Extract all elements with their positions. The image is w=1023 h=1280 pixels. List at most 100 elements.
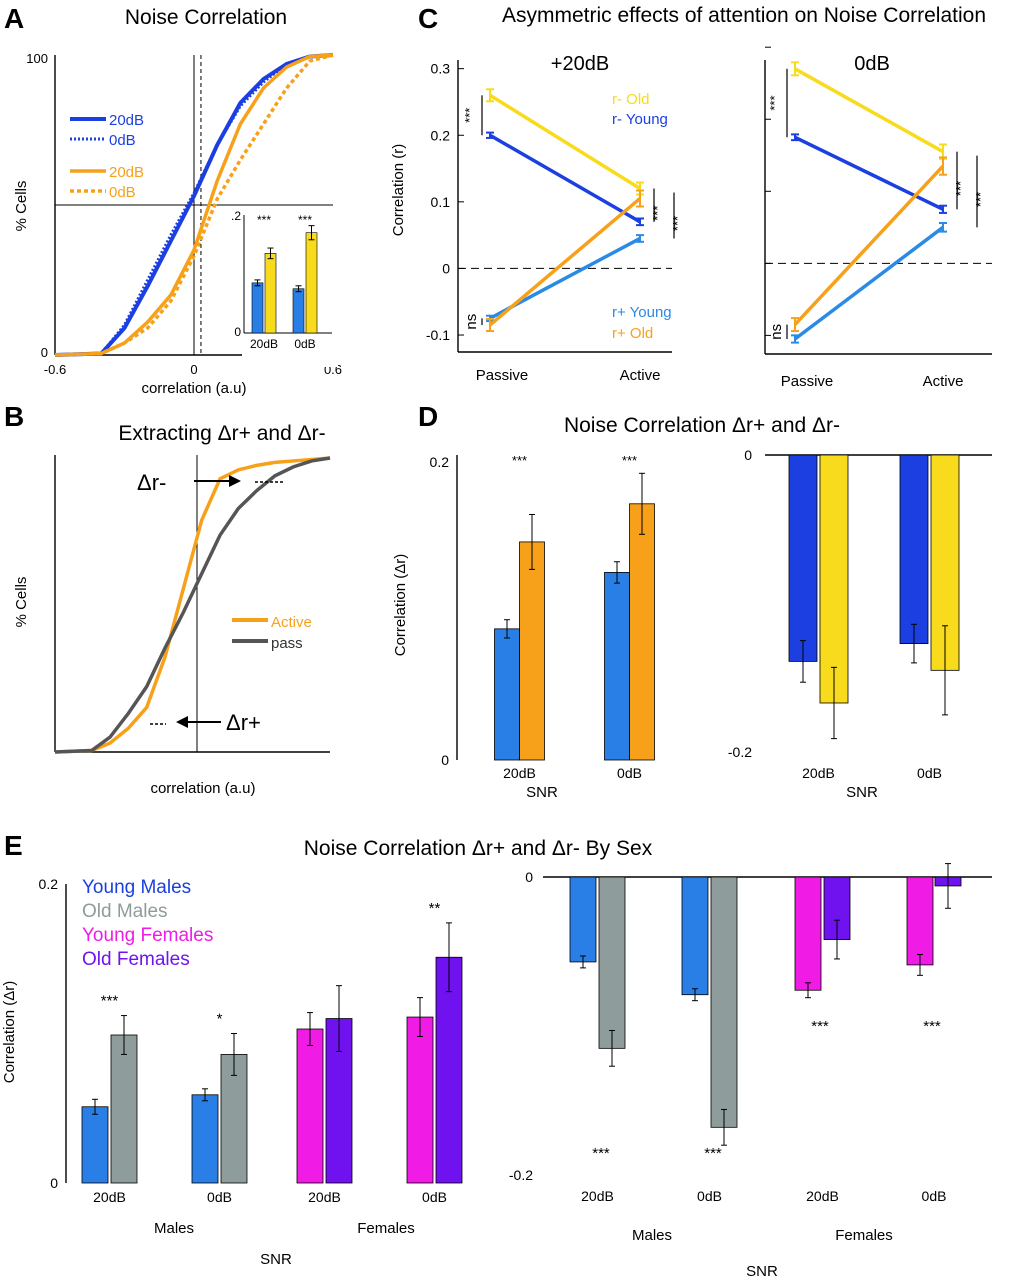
- panel-e-bar: [296, 1028, 324, 1184]
- panel-e-xlabel-right: SNR: [746, 1263, 778, 1280]
- panel-e-xtick: 20dB: [581, 1188, 614, 1204]
- panel-b-arrowhead: [176, 716, 188, 728]
- panel-e-legend-old-males: Old Males: [82, 901, 168, 922]
- panel-a-inset-bar-old: [264, 253, 277, 334]
- panel-e-xtick: 0dB: [922, 1188, 947, 1204]
- panel-e-xtick: 0dB: [697, 1188, 722, 1204]
- panel-c-ytick: -0.1: [426, 327, 450, 343]
- panel-e-xtick: 20dB: [93, 1189, 126, 1205]
- panel-d-ytick: 0: [441, 752, 449, 768]
- panel-e-xtick: 0dB: [207, 1189, 232, 1205]
- panel-c-xtick: Active: [620, 367, 661, 384]
- panel-c-legend-young-neg: r- Young: [612, 111, 668, 128]
- panel-d-star: ***: [512, 453, 527, 468]
- panel-c-title: Asymmetric effects of attention on Noise…: [502, 4, 986, 27]
- panel-c-subtitle-20db: +20dB: [551, 53, 609, 75]
- panel-c-bracket-star: ***: [973, 192, 988, 207]
- panel-e-bar: [435, 956, 463, 1184]
- panel-d-star: ***: [622, 453, 637, 468]
- panel-c-bracket-star: ***: [953, 181, 968, 196]
- panel-e-bar: [81, 1106, 109, 1184]
- panel-a-legend-label-blue-20: 20dB: [109, 112, 144, 129]
- panel-c-series-line: [793, 225, 945, 341]
- panel-b-title: Extracting Δr+ and Δr-: [118, 422, 325, 445]
- panel-e-bar: [710, 876, 738, 1128]
- chart-marks-layer: -0.6 0 0.60100.20***20dB***0dB0.30.20.10-0…: [26, 46, 992, 1205]
- panel-d-bar: [519, 541, 545, 761]
- panel-c-bracket-ns: ns: [768, 324, 785, 340]
- panel-c-series-line: [489, 93, 641, 191]
- panel-b-cdf-line: [54, 456, 331, 754]
- panel-d-bar: [899, 454, 929, 644]
- panel-a-legend-label-orange-0: 0dB: [109, 184, 136, 201]
- panel-e-group-females-right: Females: [835, 1227, 893, 1244]
- panel-c-subtitle-0db: 0dB: [854, 53, 890, 75]
- panel-d-bar: [629, 503, 655, 761]
- panel-a-ytick: 100: [26, 51, 48, 66]
- panel-c-legend-young-pos: r+ Young: [612, 304, 672, 321]
- panel-c-series-line: [794, 135, 944, 211]
- panel-c-bracket-ns: ns: [463, 314, 480, 330]
- panel-a-cdf-line: [54, 53, 334, 357]
- panel-d-ytick: -0.2: [728, 744, 752, 760]
- panel-b-ylabel: % Cells: [13, 577, 30, 628]
- panel-a-inset-star: ***: [298, 213, 312, 227]
- panel-e-bar: [569, 876, 597, 963]
- panel-c-bracket-star: ***: [670, 216, 685, 231]
- panel-e-bar: [906, 876, 934, 966]
- panel-c-legend-old-neg: r- Old: [612, 91, 650, 108]
- panel-e-star: ***: [101, 993, 119, 1010]
- panel-d-ytick: 0.2: [430, 454, 450, 470]
- panel-e-bar: [110, 1034, 138, 1184]
- panel-b-cdf-line: [54, 456, 331, 754]
- panel-a-legend-label-blue-0: 0dB: [109, 132, 136, 149]
- panel-e-xlabel-left: SNR: [260, 1251, 292, 1268]
- panel-e-group-males-left: Males: [154, 1220, 194, 1237]
- panel-b-annotation-dr-minus: Δr-: [137, 470, 166, 495]
- panel-e-legend-young-males: Young Males: [82, 877, 191, 898]
- panel-b-xlabel: correlation (a.u): [150, 780, 255, 797]
- panel-d-ytick: 0: [744, 447, 752, 463]
- panel-letter-b: B: [4, 401, 24, 432]
- panel-c-bracket-star: ***: [650, 206, 665, 221]
- panel-d-xtick: 0dB: [617, 765, 642, 781]
- panel-e-bar: [598, 876, 626, 1049]
- panel-d-bar: [788, 454, 818, 662]
- panel-b-legend-label-active: Active: [271, 614, 312, 631]
- panel-e-ytick: 0.2: [39, 876, 59, 892]
- panel-c-ytick: 0.1: [431, 194, 451, 210]
- panel-b-legend-label-pass: pass: [271, 635, 303, 652]
- panel-c-ytick: 0: [442, 260, 450, 276]
- panel-c-xtick: Passive: [781, 373, 834, 390]
- panel-a-inset-bar-young: [292, 288, 305, 334]
- panel-c-bracket-star: ***: [767, 95, 782, 110]
- panel-a-title: Noise Correlation: [125, 6, 287, 29]
- panel-d-xlabel-left: SNR: [526, 784, 558, 801]
- panel-d-bar: [604, 572, 630, 761]
- panel-e-ytick: 0: [525, 869, 533, 885]
- panel-a-xtick: 0: [190, 362, 197, 377]
- panel-c-series-line: [488, 197, 642, 327]
- panel-e-bar: [406, 1016, 434, 1184]
- panel-a-inset-bar-old: [305, 232, 318, 334]
- panel-a-inset-bar-young: [251, 282, 264, 334]
- panel-c-legend-old-pos: r+ Old: [612, 325, 653, 342]
- panel-a-inset-star: ***: [257, 213, 271, 227]
- panel-e-xtick: 20dB: [308, 1189, 341, 1205]
- panel-e-title: Noise Correlation Δr+ and Δr- By Sex: [304, 837, 653, 860]
- panel-c-bracket-star: ***: [462, 108, 477, 123]
- panel-d-title: Noise Correlation Δr+ and Δr-: [564, 414, 840, 437]
- panel-d-bar: [819, 454, 849, 704]
- panel-d-xlabel-right: SNR: [846, 784, 878, 801]
- panel-e-star: ***: [592, 1145, 610, 1162]
- panel-c-series-line: [793, 164, 945, 326]
- panel-c-ytick: 0.3: [431, 61, 451, 77]
- panel-letter-e: E: [4, 830, 23, 861]
- panel-a-cdf-line: [54, 53, 334, 357]
- panel-e-xtick: 20dB: [806, 1188, 839, 1204]
- panel-a-xtick: -0.6: [44, 362, 66, 377]
- panel-letter-a: A: [4, 3, 24, 34]
- panel-c-series-line: [794, 67, 944, 154]
- panel-e-legend-young-females: Young Females: [82, 925, 213, 946]
